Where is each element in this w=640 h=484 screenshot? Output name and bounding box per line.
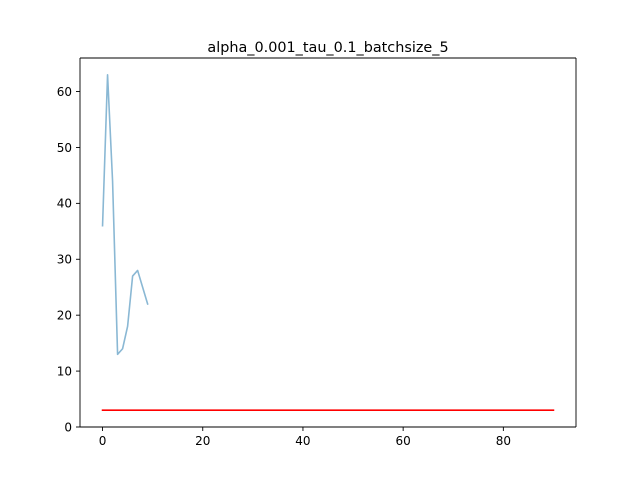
chart-title: alpha_0.001_tau_0.1_batchsize_5 bbox=[207, 40, 448, 56]
y-tick-label: 10 bbox=[57, 364, 72, 378]
y-tick-label: 0 bbox=[64, 420, 72, 434]
y-tick-label: 50 bbox=[57, 141, 72, 155]
plot-area: 0 20 40 60 80 0 10 20 30 40 50 60 bbox=[57, 57, 577, 448]
x-tick-label: 0 bbox=[99, 434, 107, 448]
y-tick-label: 40 bbox=[57, 197, 72, 211]
y-tick-label: 30 bbox=[57, 253, 72, 267]
x-tick-label: 40 bbox=[295, 434, 310, 448]
series-line-1 bbox=[101, 73, 149, 356]
x-tick-label: 60 bbox=[396, 434, 411, 448]
y-tick-label: 60 bbox=[57, 85, 72, 99]
x-tick-label: 20 bbox=[195, 434, 210, 448]
y-tick-label: 20 bbox=[57, 308, 72, 322]
x-tick-label: 80 bbox=[496, 434, 511, 448]
